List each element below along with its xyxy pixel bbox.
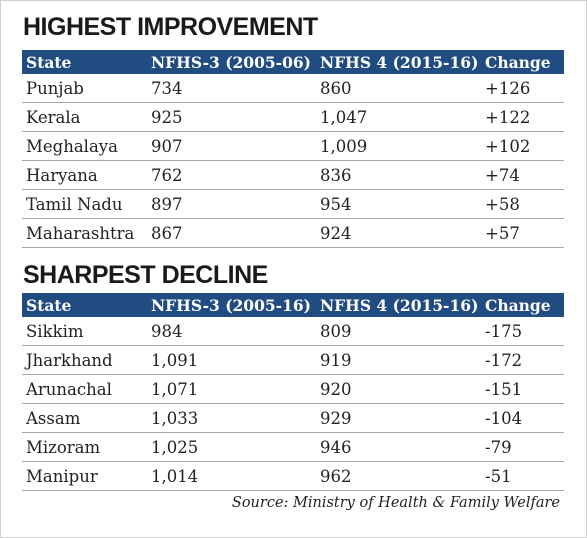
cell-change: +57 (485, 224, 520, 243)
cell-nfhs4: 920 (320, 380, 352, 399)
cell-nfhs4: 924 (320, 224, 352, 243)
table-row: Manipur 1,014 962 -51 (22, 462, 564, 491)
highest-improvement-table: State NFHS-3 (2005-06) NFHS 4 (2015-16) … (22, 50, 564, 248)
cell-nfhs4: 809 (320, 322, 352, 341)
header-nfhs3: NFHS-3 (2005-16) (151, 296, 312, 315)
cell-state: Jharkhand (26, 351, 113, 370)
sharpest-decline-table: State NFHS-3 (2005-16) NFHS 4 (2015-16) … (22, 293, 564, 491)
cell-state: Tamil Nadu (26, 195, 123, 214)
header-state: State (26, 53, 72, 72)
header-nfhs3: NFHS-3 (2005-06) (151, 53, 312, 72)
cell-nfhs3: 1,025 (151, 438, 199, 457)
cell-change: -51 (485, 467, 512, 486)
cell-nfhs4: 929 (320, 409, 352, 428)
cell-nfhs3: 762 (151, 166, 183, 185)
cell-state: Meghalaya (26, 137, 118, 156)
cell-nfhs3: 925 (151, 108, 183, 127)
cell-nfhs4: 1,047 (320, 108, 368, 127)
cell-change: +122 (485, 108, 531, 127)
cell-change: -79 (485, 438, 512, 457)
cell-change: -104 (485, 409, 523, 428)
cell-nfhs3: 1,033 (151, 409, 199, 428)
cell-nfhs3: 867 (151, 224, 183, 243)
section-title-highest-improvement: HIGHEST IMPROVEMENT (23, 13, 318, 41)
table-row: Maharashtra 867 924 +57 (22, 219, 564, 248)
cell-change: +58 (485, 195, 520, 214)
cell-nfhs3: 1,091 (151, 351, 199, 370)
table-row: Arunachal 1,071 920 -151 (22, 375, 564, 404)
source-note: Source: Ministry of Health & Family Welf… (231, 495, 560, 511)
cell-state: Manipur (26, 467, 98, 486)
cell-nfhs3: 907 (151, 137, 183, 156)
table-row: Mizoram 1,025 946 -79 (22, 433, 564, 462)
cell-state: Mizoram (26, 438, 101, 457)
header-change: Change (485, 53, 551, 72)
table-header-row: State NFHS-3 (2005-06) NFHS 4 (2015-16) … (22, 50, 564, 74)
cell-state: Haryana (26, 166, 98, 185)
cell-nfhs3: 984 (151, 322, 183, 341)
cell-nfhs4: 946 (320, 438, 352, 457)
cell-nfhs4: 919 (320, 351, 352, 370)
table-row: Tamil Nadu 897 954 +58 (22, 190, 564, 219)
cell-change: +102 (485, 137, 531, 156)
table-row: Meghalaya 907 1,009 +102 (22, 132, 564, 161)
header-state: State (26, 296, 72, 315)
section-title-sharpest-decline: SHARPEST DECLINE (23, 261, 268, 289)
table-row: Kerala 925 1,047 +122 (22, 103, 564, 132)
table-row: Haryana 762 836 +74 (22, 161, 564, 190)
cell-state: Punjab (26, 79, 84, 98)
table-header-row: State NFHS-3 (2005-16) NFHS 4 (2015-16) … (22, 293, 564, 317)
cell-nfhs4: 860 (320, 79, 352, 98)
cell-nfhs3: 1,014 (151, 467, 199, 486)
cell-nfhs4: 1,009 (320, 137, 368, 156)
cell-nfhs3: 1,071 (151, 380, 199, 399)
table-row: Sikkim 984 809 -175 (22, 317, 564, 346)
cell-nfhs3: 734 (151, 79, 183, 98)
header-nfhs4: NFHS 4 (2015-16) (320, 53, 479, 72)
cell-nfhs3: 897 (151, 195, 183, 214)
cell-nfhs4: 954 (320, 195, 352, 214)
cell-change: +74 (485, 166, 520, 185)
cell-nfhs4: 836 (320, 166, 352, 185)
cell-change: -175 (485, 322, 523, 341)
cell-state: Arunachal (26, 380, 112, 399)
table-row: Punjab 734 860 +126 (22, 74, 564, 103)
header-change: Change (485, 296, 551, 315)
cell-change: +126 (485, 79, 531, 98)
table-row: Jharkhand 1,091 919 -172 (22, 346, 564, 375)
cell-state: Assam (26, 409, 81, 428)
cell-nfhs4: 962 (320, 467, 352, 486)
table-row: Assam 1,033 929 -104 (22, 404, 564, 433)
cell-change: -172 (485, 351, 523, 370)
cell-state: Kerala (26, 108, 81, 127)
header-nfhs4: NFHS 4 (2015-16) (320, 296, 479, 315)
cell-state: Maharashtra (26, 224, 135, 243)
cell-change: -151 (485, 380, 523, 399)
cell-state: Sikkim (26, 322, 84, 341)
